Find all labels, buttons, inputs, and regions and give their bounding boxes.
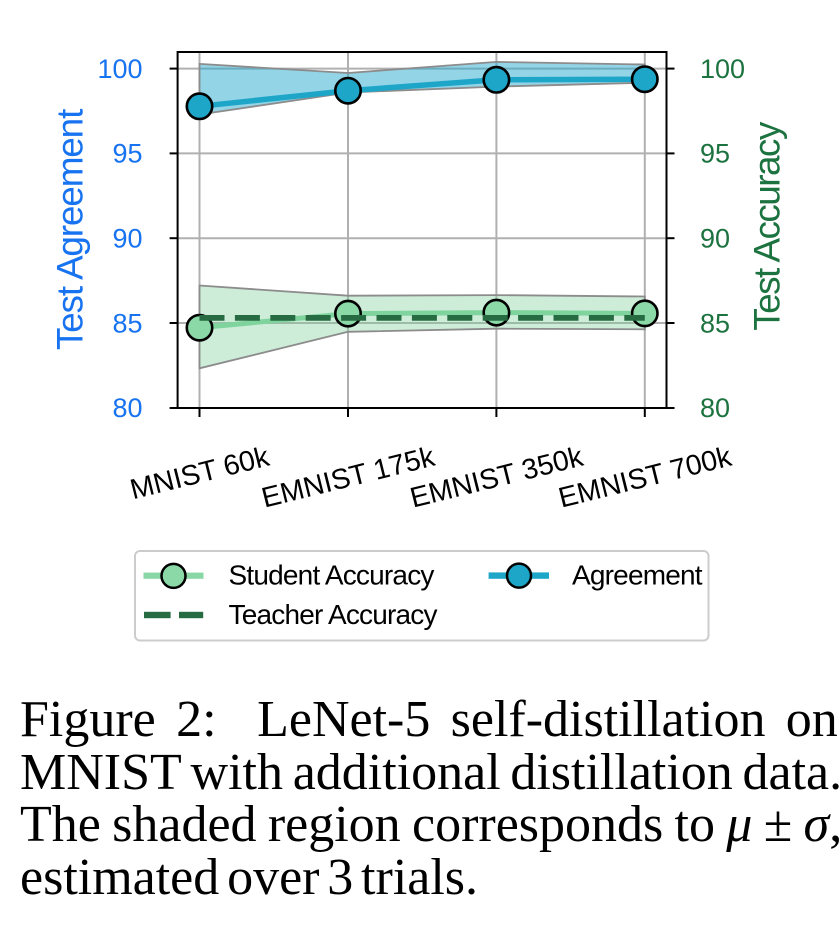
svg-text:EMNIST 700k: EMNIST 700k — [555, 441, 735, 515]
svg-text:MNIST 60k: MNIST 60k — [127, 441, 273, 507]
svg-text:95: 95 — [112, 139, 142, 169]
svg-text:90: 90 — [700, 224, 730, 254]
svg-text:80: 80 — [112, 393, 142, 423]
svg-text:100: 100 — [97, 54, 142, 84]
svg-text:Test Agreement: Test Agreement — [50, 108, 91, 350]
svg-text:80: 80 — [700, 393, 730, 423]
svg-text:85: 85 — [700, 308, 730, 338]
svg-text:85: 85 — [112, 308, 142, 338]
svg-text:95: 95 — [700, 139, 730, 169]
svg-text:Test Accuracy: Test Accuracy — [746, 121, 787, 331]
svg-text:Student Accuracy: Student Accuracy — [229, 560, 435, 591]
svg-text:Agreement: Agreement — [572, 560, 703, 591]
svg-text:90: 90 — [112, 224, 142, 254]
svg-text:100: 100 — [700, 54, 745, 84]
svg-text:Teacher Accuracy: Teacher Accuracy — [229, 599, 438, 630]
